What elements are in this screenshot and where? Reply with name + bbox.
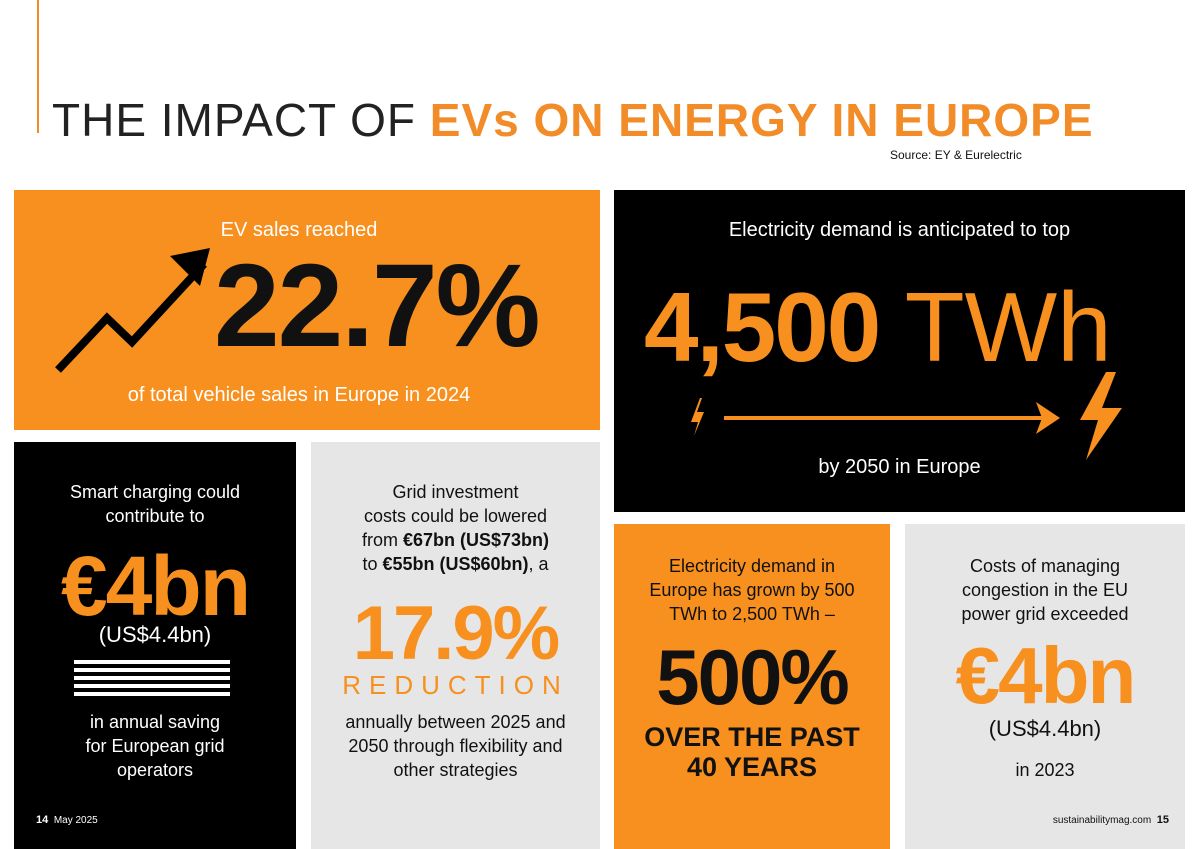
accent-rule xyxy=(37,0,39,133)
grid-investment-suffix: , a xyxy=(528,554,549,574)
footer-right: sustainabilitymag.com 15 xyxy=(1045,814,1169,826)
congestion-caption: in 2023 xyxy=(1015,760,1075,780)
congestion-line: congestion in the EU xyxy=(961,580,1129,600)
smart-charging-caption-line: operators xyxy=(116,760,194,780)
demand-growth-line: TWh to 2,500 TWh – xyxy=(669,604,835,624)
ev-sales-value: 22.7% xyxy=(214,240,541,372)
grid-investment-value: 17.9% xyxy=(352,591,561,676)
grid-investment-line: from €67bn (US$73bn) xyxy=(311,528,600,552)
demand-growth-panel: Electricity demand in Europe has grown b… xyxy=(614,524,890,849)
ev-sales-panel: EV sales reached 22.7% of total vehicle … xyxy=(14,190,600,430)
demand-intro: Electricity demand is anticipated to top xyxy=(728,219,1071,241)
congestion-usd: (US$4.4bn) xyxy=(988,716,1102,741)
congestion-intro: Costs of managing congestion in the EU p… xyxy=(905,554,1185,626)
stripes-decoration xyxy=(74,660,230,700)
site-url: sustainabilitymag.com xyxy=(1052,815,1152,826)
grid-investment-value-label: REDUCTION xyxy=(342,670,569,700)
demand-growth-line: Electricity demand in xyxy=(668,556,836,576)
demand-panel: Electricity demand is anticipated to top… xyxy=(614,190,1185,512)
demand-value: 4,500 xyxy=(644,272,881,382)
grid-investment-caption-line: annually between 2025 and xyxy=(345,712,566,732)
grid-investment-to: to xyxy=(362,554,383,574)
grid-investment-line: to €55bn (US$60bn), a xyxy=(311,552,600,576)
smart-charging-caption-line: in annual saving xyxy=(89,712,221,732)
demand-caption: by 2050 in Europe xyxy=(818,456,981,478)
smart-charging-intro-line: contribute to xyxy=(105,506,205,526)
page-number-left: 14 xyxy=(36,814,49,826)
page-number-right: 15 xyxy=(1156,814,1169,826)
demand-growth-caption: OVER THE PAST 40 YEARS xyxy=(614,722,890,782)
grid-investment-line: costs could be lowered xyxy=(363,506,548,526)
grid-investment-old-cost: €67bn (US$73bn) xyxy=(402,530,550,550)
congestion-line: Costs of managing xyxy=(969,556,1121,576)
ev-sales-intro: EV sales reached xyxy=(220,219,378,241)
smart-charging-usd: (US$4.4bn) xyxy=(98,622,212,647)
footer-left: 14 May 2025 xyxy=(36,814,98,826)
smart-charging-caption-line: for European grid xyxy=(85,736,225,756)
grid-investment-intro: Grid investment costs could be lowered f… xyxy=(311,480,600,576)
demand-figure: 4,500 TWh xyxy=(644,272,1112,382)
grid-investment-panel: Grid investment costs could be lowered f… xyxy=(311,442,600,849)
congestion-value: €4bn xyxy=(955,631,1137,720)
grid-investment-from: from xyxy=(361,530,403,550)
grid-investment-line: Grid investment xyxy=(392,482,519,502)
grid-investment-caption-line: 2050 through flexibility and xyxy=(348,736,563,756)
source-note: Source: EY & Eurelectric xyxy=(890,148,1022,162)
smart-charging-value: €4bn xyxy=(60,539,251,633)
demand-unit: TWh xyxy=(904,272,1112,382)
demand-growth-line: Europe has grown by 500 xyxy=(649,580,855,600)
issue-date: May 2025 xyxy=(53,815,98,826)
demand-growth-intro: Electricity demand in Europe has grown b… xyxy=(614,554,890,626)
ev-sales-caption: of total vehicle sales in Europe in 2024 xyxy=(127,384,471,406)
congestion-line: power grid exceeded xyxy=(961,604,1129,624)
smart-charging-intro-line: Smart charging could xyxy=(69,482,241,502)
trend-arrow-icon xyxy=(55,248,210,373)
smart-charging-caption: in annual saving for European grid opera… xyxy=(14,710,296,782)
demand-growth-caption-line: OVER THE PAST xyxy=(644,722,860,752)
title-bold: EVs ON ENERGY IN EUROPE xyxy=(429,94,1094,146)
congestion-panel: Costs of managing congestion in the EU p… xyxy=(905,524,1185,849)
demand-growth-value: 500% xyxy=(656,633,850,721)
grid-investment-caption: annually between 2025 and 2050 through f… xyxy=(311,710,600,782)
lightning-arrow-icon xyxy=(691,372,1122,460)
grid-investment-caption-line: other strategies xyxy=(393,760,518,780)
smart-charging-panel: Smart charging could contribute to €4bn … xyxy=(14,442,296,849)
title-light: THE IMPACT OF xyxy=(52,94,430,146)
demand-growth-caption-line: 40 YEARS xyxy=(686,752,818,782)
page-title: THE IMPACT OF EVs ON ENERGY IN EUROPE xyxy=(52,92,1094,148)
grid-investment-new-cost: €55bn (US$60bn) xyxy=(382,554,529,574)
smart-charging-intro: Smart charging could contribute to xyxy=(14,480,296,528)
